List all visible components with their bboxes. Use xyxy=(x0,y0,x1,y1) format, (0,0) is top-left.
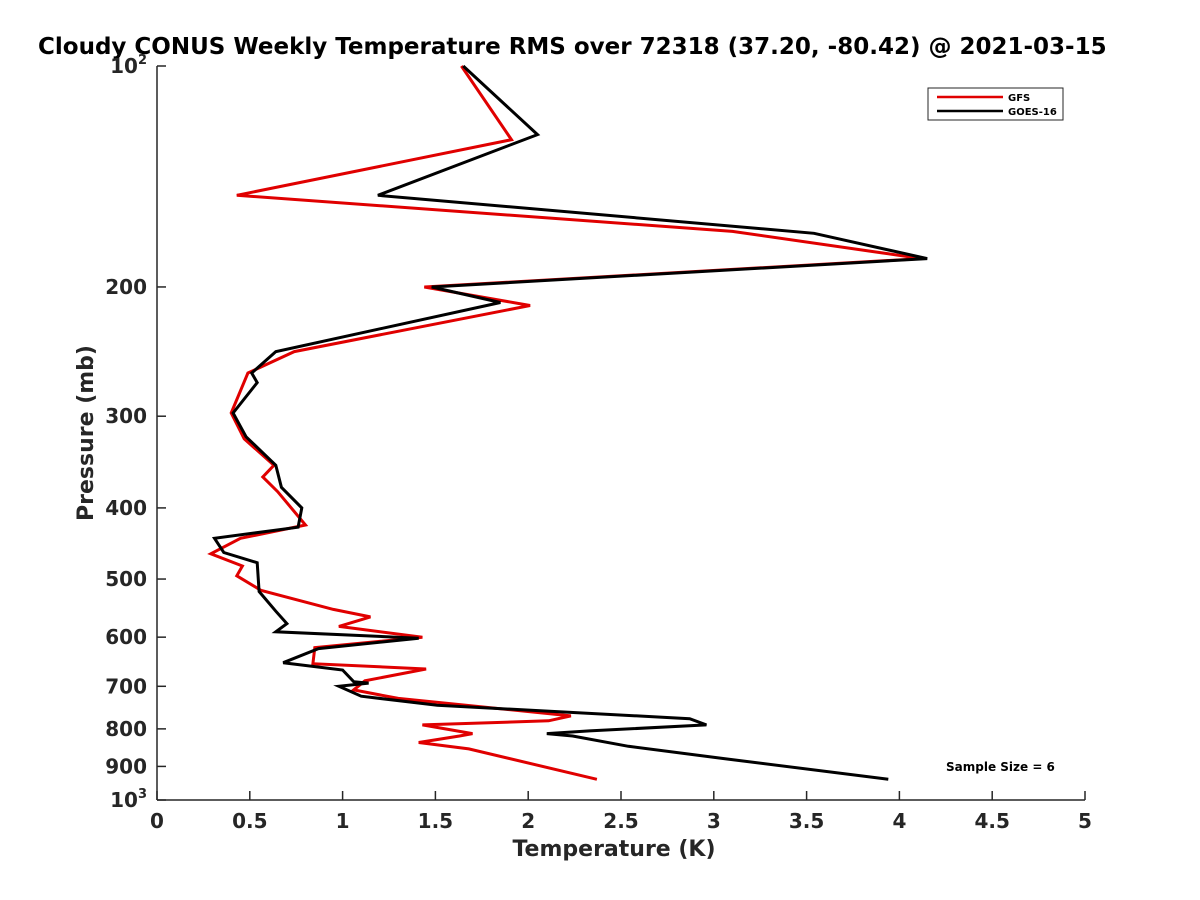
series-line-goes-16 xyxy=(211,64,928,781)
x-ticks: 0 0.5 1 1.5 2 2.5 3 3.5 4 4.5 5 xyxy=(150,791,1092,833)
y-tick-label: 102 xyxy=(110,53,147,78)
y-tick-label: 800 xyxy=(105,717,147,741)
legend-label: GOES-16 xyxy=(1008,107,1057,118)
x-tick-label: 3 xyxy=(707,809,721,833)
y-tick-label: 500 xyxy=(105,567,147,591)
series-line-gfs xyxy=(207,65,922,781)
x-axis-label: Temperature (K) xyxy=(512,837,715,862)
legend-box xyxy=(927,87,1064,121)
x-tick-label: 5 xyxy=(1078,809,1092,833)
y-tick-label: 700 xyxy=(105,674,147,698)
legend: GFS GOES-16 xyxy=(927,87,1064,121)
y-tick-label: 200 xyxy=(105,275,147,299)
x-tick-label: 4.5 xyxy=(974,809,1009,833)
x-tick-label: 1 xyxy=(336,809,350,833)
x-tick-label: 2.5 xyxy=(603,809,638,833)
x-tick-label: 1.5 xyxy=(418,809,453,833)
y-tick-label: 900 xyxy=(105,754,147,778)
x-tick-label: 3.5 xyxy=(789,809,824,833)
y-tick-label: 300 xyxy=(105,404,147,428)
series-group xyxy=(207,64,928,781)
y-tick-label: 103 xyxy=(110,787,147,812)
x-tick-label: 4 xyxy=(892,809,906,833)
x-tick-label: 2 xyxy=(521,809,535,833)
chart-title: Cloudy CONUS Weekly Temperature RMS over… xyxy=(38,34,1107,60)
y-ticks: 102 200 300 400 500 600 700 800 900 103 xyxy=(105,53,166,812)
sample-size-annotation: Sample Size = 6 xyxy=(946,760,1055,774)
legend-label: GFS xyxy=(1008,93,1030,104)
x-tick-label: 0 xyxy=(150,809,164,833)
y-tick-label: 600 xyxy=(105,625,147,649)
y-tick-label: 400 xyxy=(105,496,147,520)
x-tick-label: 0.5 xyxy=(232,809,267,833)
axes xyxy=(156,66,1085,801)
y-axis-label: Pressure (mb) xyxy=(74,345,99,521)
